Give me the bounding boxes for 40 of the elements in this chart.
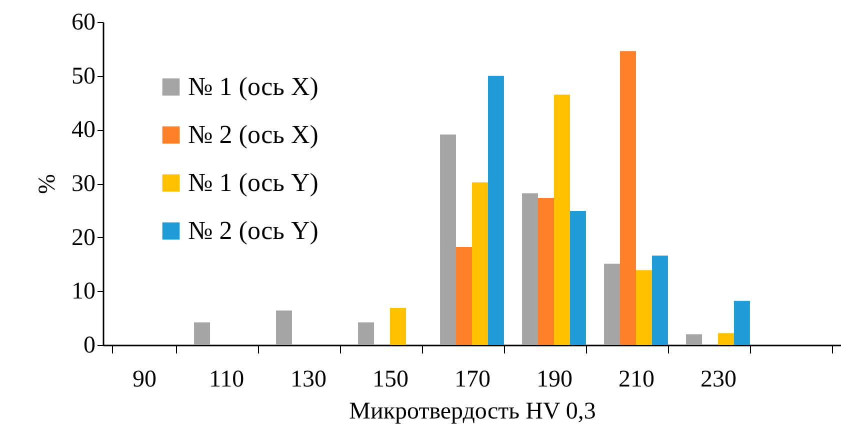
x-tick-label: 130 <box>290 366 326 392</box>
bar <box>604 264 620 345</box>
x-tick-label: 190 <box>536 366 572 392</box>
bar <box>620 51 636 345</box>
bar <box>358 322 374 345</box>
bar <box>734 300 750 345</box>
legend-label: № 1 (ось X) <box>188 72 318 101</box>
bar <box>456 247 472 345</box>
y-tick-label: 60 <box>72 10 96 36</box>
bar <box>276 310 292 345</box>
y-tick-label: 30 <box>72 171 96 197</box>
bar <box>522 193 538 345</box>
y-tick-label: 0 <box>84 332 96 358</box>
bar <box>554 94 570 345</box>
y-tick-label: 40 <box>72 117 96 144</box>
bar <box>718 333 734 345</box>
bar <box>686 334 702 345</box>
bar <box>390 308 406 345</box>
bar <box>472 182 488 345</box>
legend-label: № 2 (ось Y) <box>188 216 318 245</box>
x-axis-title: Микротвердость HV 0,3 <box>349 398 596 424</box>
x-tick-label: 110 <box>208 366 244 392</box>
x-tick-label: 170 <box>454 366 490 392</box>
y-tick-label: 20 <box>72 224 96 251</box>
bar <box>488 76 504 345</box>
bar <box>570 210 586 345</box>
x-tick-label: 90 <box>132 366 156 392</box>
y-axis-title: % <box>34 174 60 194</box>
bar <box>652 256 668 345</box>
x-tick-label: 230 <box>700 366 736 392</box>
x-tick-label: 150 <box>372 366 408 392</box>
bar <box>194 322 210 345</box>
bar <box>538 198 554 345</box>
bar <box>636 270 652 345</box>
y-tick-label: 50 <box>72 63 96 90</box>
legend-label: № 2 (ось X) <box>188 120 318 149</box>
legend-label: № 1 (ось Y) <box>188 168 318 197</box>
bar <box>440 134 456 345</box>
y-tick-label: 10 <box>72 278 96 305</box>
x-tick-label: 210 <box>618 366 654 392</box>
